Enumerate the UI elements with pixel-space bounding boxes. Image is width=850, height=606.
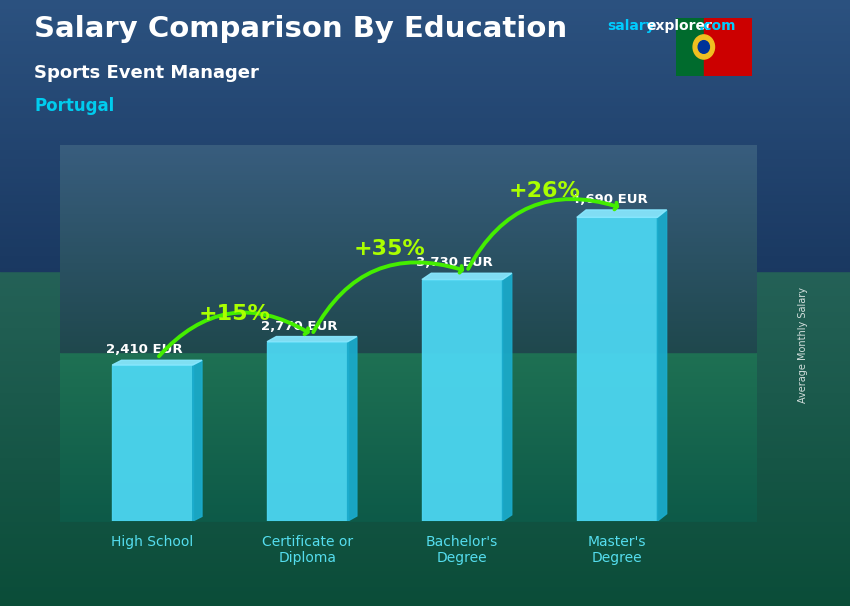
Text: .com: .com bbox=[699, 19, 736, 33]
Bar bbox=[577, 218, 657, 521]
Text: +35%: +35% bbox=[354, 239, 425, 259]
Polygon shape bbox=[267, 336, 357, 342]
Text: 2,770 EUR: 2,770 EUR bbox=[261, 319, 337, 333]
Circle shape bbox=[693, 35, 715, 59]
Polygon shape bbox=[577, 210, 666, 218]
Text: Sports Event Manager: Sports Event Manager bbox=[34, 64, 259, 82]
Text: salary: salary bbox=[608, 19, 655, 33]
Polygon shape bbox=[657, 210, 666, 521]
Polygon shape bbox=[112, 361, 202, 365]
Circle shape bbox=[698, 41, 710, 53]
Text: Portugal: Portugal bbox=[34, 97, 114, 115]
Text: Average Monthly Salary: Average Monthly Salary bbox=[798, 287, 808, 404]
Bar bbox=[422, 279, 502, 521]
Bar bbox=[267, 342, 348, 521]
Polygon shape bbox=[422, 273, 512, 279]
Text: explorer: explorer bbox=[646, 19, 711, 33]
Bar bbox=[676, 18, 704, 76]
Text: +15%: +15% bbox=[199, 304, 270, 324]
Bar bbox=[112, 365, 193, 521]
Polygon shape bbox=[348, 336, 357, 521]
Bar bbox=[704, 18, 752, 76]
Polygon shape bbox=[502, 273, 512, 521]
Polygon shape bbox=[193, 361, 202, 521]
Text: 2,410 EUR: 2,410 EUR bbox=[106, 344, 183, 356]
Text: +26%: +26% bbox=[508, 181, 581, 201]
Text: 4,690 EUR: 4,690 EUR bbox=[570, 193, 648, 206]
Text: 3,730 EUR: 3,730 EUR bbox=[416, 256, 492, 269]
Text: Salary Comparison By Education: Salary Comparison By Education bbox=[34, 15, 567, 43]
